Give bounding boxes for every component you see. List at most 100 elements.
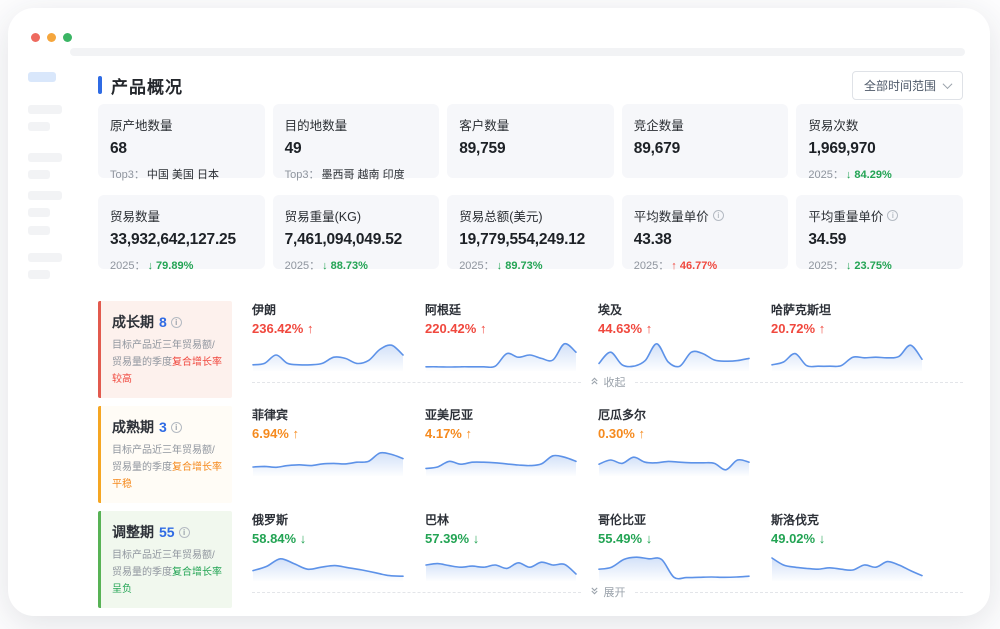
stat-trend-value: 88.73%	[330, 260, 368, 272]
trend-down-arrow-icon: ↓	[818, 531, 826, 546]
stat-sub: 2025： ↓ 89.73%	[459, 257, 602, 273]
stat-sub: 2025： ↓ 88.73%	[285, 257, 428, 273]
stat-label: 客户数量	[459, 115, 602, 134]
stage-label-card: 调整期 55 i 目标产品近三年贸易额/贸易量的季度复合增长率呈负	[98, 511, 232, 608]
stage-row: 成熟期 3 i 目标产品近三年贸易额/贸易量的季度复合增长率平稳 菲律宾 6.94% ↑ 亚…	[98, 406, 963, 503]
country-trend-chart[interactable]: 斯洛伐克 49.02% ↓	[771, 511, 923, 581]
stage-charts-row: 俄罗斯 58.84% ↓ 巴林 57.39% ↓ 哥伦比亚 55.49% ↓ 斯洛伐克 49.…	[252, 511, 963, 581]
chart-country-name: 伊朗	[252, 303, 277, 317]
sparkline-chart	[252, 344, 404, 371]
stage-name: 成长期	[112, 314, 154, 330]
chart-country-name: 俄罗斯	[252, 513, 289, 527]
sidebar-item-skeleton[interactable]	[28, 170, 50, 179]
sidebar-item-skeleton[interactable]	[28, 253, 62, 262]
stat-label-text: 平均数量单价	[633, 210, 709, 224]
sidebar-item-skeleton[interactable]	[28, 270, 50, 279]
chart-percent: 55.49% ↓	[598, 531, 750, 546]
country-trend-chart[interactable]: 厄瓜多尔 0.30% ↑	[598, 406, 750, 476]
chart-percent-value: 49.02%	[771, 531, 816, 546]
sparkline-chart	[252, 557, 404, 581]
stat-label-text: 目的地数量	[284, 119, 348, 133]
trend-down-arrow-icon: ↓	[322, 260, 328, 272]
divider-line	[634, 381, 963, 383]
trend-down-arrow-icon: ↓	[645, 531, 653, 546]
stat-sub: 2025： ↓ 23.75%	[808, 257, 951, 273]
chart-country-name: 厄瓜多尔	[598, 408, 647, 422]
stage-count: 8	[159, 314, 167, 330]
chart-percent-value: 0.30%	[598, 426, 635, 441]
stage-table: 成长期 8 i 目标产品近三年贸易额/贸易量的季度复合增长率较高 伊朗 236.42% ↑…	[98, 301, 963, 616]
stage-charts-row: 伊朗 236.42% ↑ 阿根廷 220.42% ↑ 埃及 44.63% ↑ 哈萨克斯坦 20…	[252, 301, 963, 371]
time-range-dropdown[interactable]: 全部时间范围	[851, 70, 963, 100]
main-panel: 产品概况 全部时间范围 原产地数量 68 Top3： 中国 美国 日本 目的地数量 49 T…	[98, 70, 963, 616]
stat-label-text: 贸易总额(美元)	[459, 210, 543, 224]
sidebar-item-skeleton[interactable]	[28, 122, 50, 131]
country-trend-chart[interactable]: 俄罗斯 58.84% ↓	[252, 511, 404, 581]
stat-value: 49	[284, 140, 302, 157]
chart-percent: 220.42% ↑	[425, 321, 577, 336]
country-trend-chart[interactable]: 巴林 57.39% ↓	[425, 511, 577, 581]
panel-header: 产品概况 全部时间范围	[98, 70, 963, 100]
collapse-toggle[interactable]: 收起	[252, 374, 963, 390]
country-trend-chart[interactable]: 伊朗 236.42% ↑	[252, 301, 404, 371]
stage-desc-text: 目标产品近三年贸易额/贸易量的季度	[112, 340, 215, 368]
chart-percent-value: 20.72%	[771, 321, 816, 336]
sparkline-chart	[598, 456, 750, 476]
stats-row-2: 贸易数量 33,932,642,127.25 2025： ↓ 79.89% 贸易重量(K…	[98, 195, 963, 272]
sidebar-item-skeleton[interactable]	[28, 226, 50, 235]
stat-sub-value: 中国 美国 日本	[146, 169, 219, 181]
stat-sub-prefix: 2025：	[633, 260, 670, 272]
chart-percent-value: 55.49%	[598, 531, 643, 546]
sidebar-item-skeleton[interactable]	[28, 191, 62, 200]
stat-card: 竞企数量 89,679	[621, 104, 789, 178]
chart-country-name: 菲律宾	[252, 408, 289, 422]
stage-label-card: 成长期 8 i 目标产品近三年贸易额/贸易量的季度复合增长率较高	[98, 301, 232, 398]
stat-value: 43.38	[633, 231, 672, 248]
trend-down-arrow-icon: ↓	[472, 531, 480, 546]
sidebar-item-skeleton[interactable]	[28, 105, 62, 114]
stage-title: 成熟期 3 i	[112, 417, 222, 437]
stage-content: 伊朗 236.42% ↑ 阿根廷 220.42% ↑ 埃及 44.63% ↑ 哈萨克斯坦 20…	[252, 301, 963, 398]
title-accent-bar	[98, 76, 102, 94]
sidebar-item-skeleton[interactable]	[28, 153, 62, 162]
expand-toggle[interactable]: 展开	[252, 584, 963, 600]
time-range-label: 全部时间范围	[863, 78, 936, 93]
chart-percent-value: 44.63%	[598, 321, 643, 336]
stat-label: 平均数量单价 i	[634, 206, 777, 225]
chevron-down-icon	[942, 78, 953, 89]
country-trend-chart[interactable]: 哈萨克斯坦 20.72% ↑	[771, 301, 923, 371]
minimize-window-button[interactable]	[47, 33, 56, 42]
stage-desc-highlight: 复合增长率呈负	[112, 567, 222, 595]
trend-down-arrow-icon: ↓	[845, 260, 852, 272]
country-trend-chart[interactable]: 哥伦比亚 55.49% ↓	[598, 511, 750, 581]
country-trend-chart[interactable]: 埃及 44.63% ↑	[598, 301, 750, 371]
stat-sub: Top3： 墨西哥 越南 印度	[285, 166, 428, 182]
chart-percent: 0.30% ↑	[598, 426, 750, 441]
country-trend-chart[interactable]: 阿根廷 220.42% ↑	[425, 301, 577, 371]
trend-up-arrow-icon: ↑	[479, 321, 487, 336]
sidebar-item-skeleton[interactable]	[28, 72, 56, 82]
stage-count: 55	[159, 524, 175, 540]
country-trend-chart[interactable]: 亚美尼亚 4.17% ↑	[425, 406, 577, 476]
stat-value: 89,759	[459, 140, 506, 157]
stat-label: 贸易重量(KG)	[285, 206, 428, 225]
stat-sub: 2025： ↓ 79.89%	[110, 257, 253, 273]
zoom-window-button[interactable]	[63, 33, 72, 42]
trend-up-arrow-icon: ↑	[465, 426, 473, 441]
sidebar-item-skeleton[interactable]	[28, 208, 50, 217]
stat-trend-value: 23.75%	[854, 260, 892, 272]
stage-desc-text: 目标产品近三年贸易额/贸易量的季度	[112, 445, 215, 473]
stage-desc-highlight: 复合增长率平稳	[112, 462, 222, 490]
stat-card: 原产地数量 68 Top3： 中国 美国 日本	[98, 104, 265, 181]
sparkline-chart	[425, 561, 577, 581]
stat-label: 贸易总额(美元)	[459, 206, 602, 225]
stat-value: 7,461,094,049.52	[284, 231, 403, 248]
chart-percent-value: 6.94%	[252, 426, 289, 441]
country-trend-chart[interactable]: 菲律宾 6.94% ↑	[252, 406, 404, 476]
stat-value: 1,969,970	[808, 140, 876, 157]
stat-label-text: 原产地数量	[110, 119, 173, 133]
stat-trend: ↓ 88.73%	[322, 260, 368, 272]
chart-country-name: 哥伦比亚	[598, 513, 647, 527]
close-window-button[interactable]	[31, 33, 40, 42]
chart-percent: 20.72% ↑	[771, 321, 923, 336]
